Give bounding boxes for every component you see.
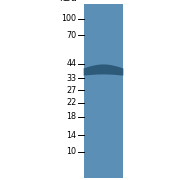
- Text: 44: 44: [66, 59, 76, 68]
- Text: 22: 22: [66, 98, 76, 107]
- Text: 70: 70: [66, 31, 76, 40]
- Text: 33: 33: [66, 74, 76, 83]
- Text: 14: 14: [66, 131, 76, 140]
- Polygon shape: [84, 64, 123, 76]
- Text: kDa: kDa: [59, 0, 76, 3]
- Text: 18: 18: [66, 112, 76, 121]
- Text: 27: 27: [66, 86, 76, 95]
- Text: 100: 100: [62, 14, 76, 23]
- Bar: [84, 4, 123, 178]
- Text: 10: 10: [66, 147, 76, 156]
